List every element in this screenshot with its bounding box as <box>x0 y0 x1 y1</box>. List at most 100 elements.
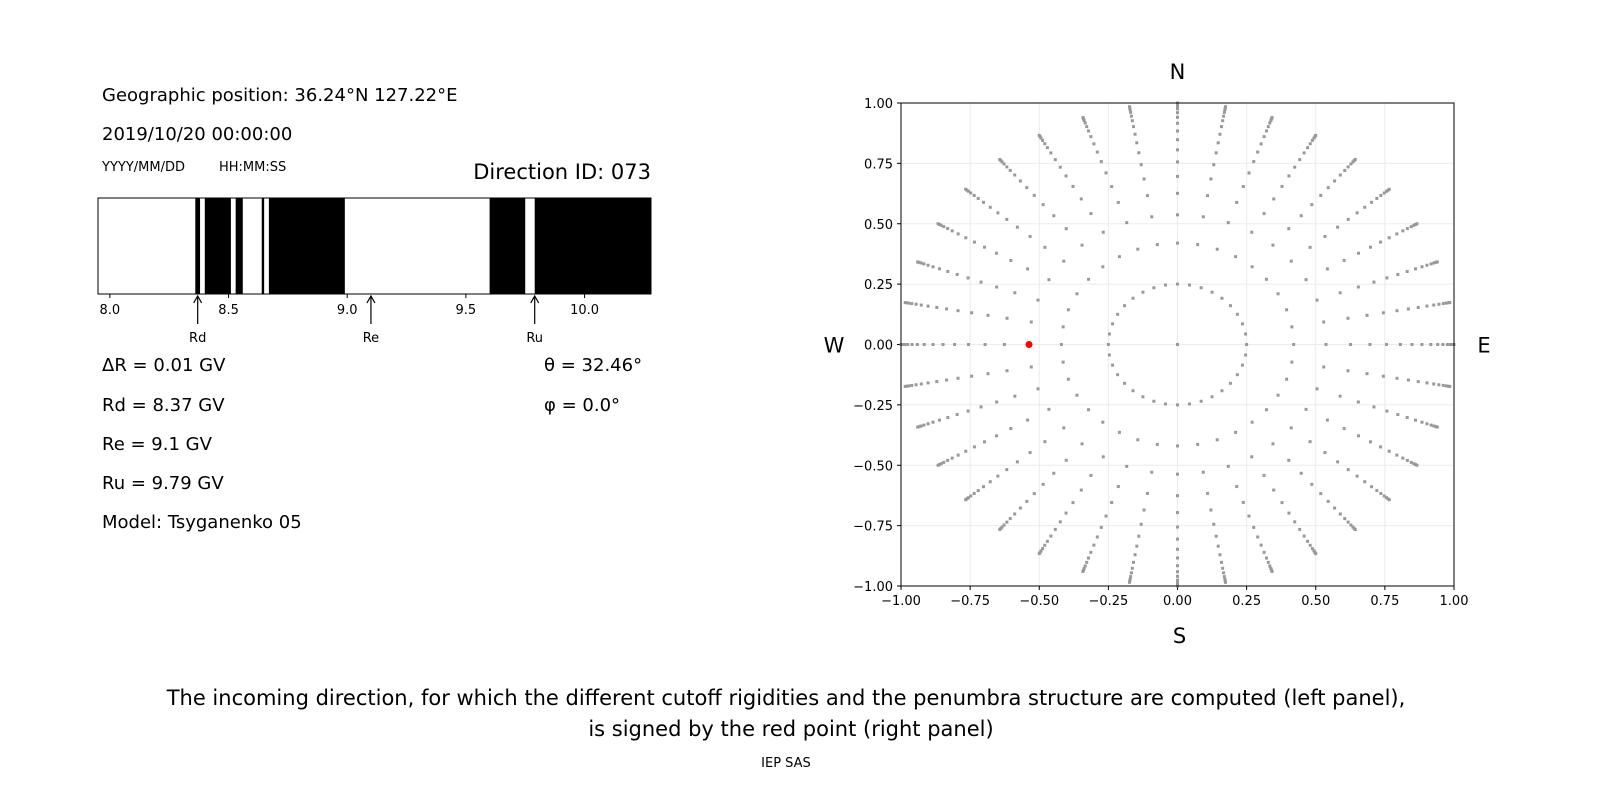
grid-point <box>1387 236 1391 240</box>
grid-point <box>1013 512 1017 516</box>
x-tick-label: 8.5 <box>218 303 239 318</box>
grid-point <box>1053 158 1057 162</box>
caption-line-2: is signed by the red point (right panel) <box>588 717 994 741</box>
grid-point <box>1222 110 1226 114</box>
grid-point <box>1298 527 1302 531</box>
grid-point <box>1338 173 1342 177</box>
grid-point <box>1013 173 1017 177</box>
grid-point <box>1223 108 1227 112</box>
grid-point <box>1223 577 1227 581</box>
grid-point <box>1041 203 1045 207</box>
grid-point <box>1128 108 1132 112</box>
grid-point <box>981 200 985 204</box>
arrow-head-icon <box>366 294 376 304</box>
grid-point <box>1269 119 1273 123</box>
grid-point <box>1047 278 1051 282</box>
credit: IEP SAS <box>761 756 811 771</box>
grid-point <box>956 309 960 313</box>
grid-point <box>1363 205 1367 209</box>
grid-point <box>1235 312 1239 316</box>
grid-point <box>1441 343 1445 346</box>
grid-point <box>1043 245 1047 249</box>
grid-point <box>1107 332 1111 336</box>
grid-point <box>1409 225 1413 229</box>
grid-point <box>988 480 992 484</box>
grid-point <box>1405 416 1409 420</box>
grid-point <box>1298 158 1302 162</box>
grid-point <box>970 311 974 315</box>
grid-point <box>1412 462 1416 466</box>
grid-point <box>1155 442 1159 446</box>
grid-point <box>1432 261 1436 265</box>
grid-point <box>1413 418 1417 422</box>
grid-point <box>1085 560 1089 564</box>
grid-point <box>1176 511 1179 515</box>
x-tick-label: 0.50 <box>1301 594 1330 609</box>
grid-point <box>1219 125 1223 129</box>
grid-point <box>1110 185 1114 189</box>
grid-point <box>1365 313 1369 317</box>
grid-point <box>1405 227 1409 231</box>
grid-point <box>1349 523 1353 527</box>
grid-point <box>1363 480 1367 484</box>
grid-point <box>1041 547 1045 551</box>
grid-point <box>1188 283 1192 287</box>
grid-point <box>1176 111 1179 115</box>
grid-point <box>1425 422 1429 426</box>
arrow-head-icon <box>193 294 203 304</box>
grid-point <box>994 251 998 255</box>
grid-point <box>1013 291 1017 295</box>
arrow-head-icon <box>530 294 540 304</box>
grid-point <box>1304 278 1308 282</box>
grid-point <box>1137 151 1141 155</box>
y-tick-label: −0.25 <box>853 399 893 414</box>
grid-point <box>1101 230 1105 234</box>
grid-point <box>1381 311 1385 315</box>
grid-point <box>1245 343 1249 346</box>
grid-point <box>1420 343 1424 346</box>
grid-point <box>1342 427 1346 431</box>
grid-point <box>1262 473 1266 477</box>
grid-point <box>1176 581 1179 585</box>
grid-point <box>998 158 1002 162</box>
y-tick-label: −0.50 <box>853 459 893 474</box>
grid-point <box>1026 267 1030 271</box>
grid-point <box>1271 243 1275 247</box>
grid-point <box>1396 272 1400 276</box>
grid-point <box>916 425 920 429</box>
grid-point <box>1127 580 1131 584</box>
grid-point <box>1368 343 1372 346</box>
grid-point <box>1071 184 1075 188</box>
grid-point <box>1132 125 1136 129</box>
grid-point <box>1176 160 1179 164</box>
selected-direction-point <box>1025 341 1033 348</box>
grid-point <box>1059 343 1063 346</box>
grid-point <box>1136 438 1140 442</box>
grid-point <box>1413 267 1417 271</box>
grid-point <box>1176 174 1179 178</box>
grid-point <box>950 229 954 233</box>
marker-label: Re <box>363 331 379 346</box>
grid-point <box>1450 343 1454 346</box>
grid-point <box>907 384 911 388</box>
grid-point <box>1150 470 1154 474</box>
grid-point <box>1355 474 1359 478</box>
grid-point <box>1250 265 1254 269</box>
grid-point <box>1095 535 1099 539</box>
grid-point <box>916 260 920 264</box>
grid-point <box>1250 230 1254 234</box>
grid-point <box>1252 160 1256 164</box>
grid-point <box>1259 142 1263 146</box>
marker-label: Ru <box>526 331 543 346</box>
grid-point <box>1005 369 1009 373</box>
time-format-label: HH:MM:SS <box>219 160 287 175</box>
grid-point <box>1387 187 1391 191</box>
grid-point <box>1062 426 1066 430</box>
grid-point <box>922 423 926 427</box>
grid-point <box>1356 285 1360 289</box>
y-tick-label: 0.00 <box>864 339 893 354</box>
grid-point <box>936 222 940 226</box>
grid-point <box>1280 184 1284 188</box>
grid-point <box>1224 105 1228 109</box>
